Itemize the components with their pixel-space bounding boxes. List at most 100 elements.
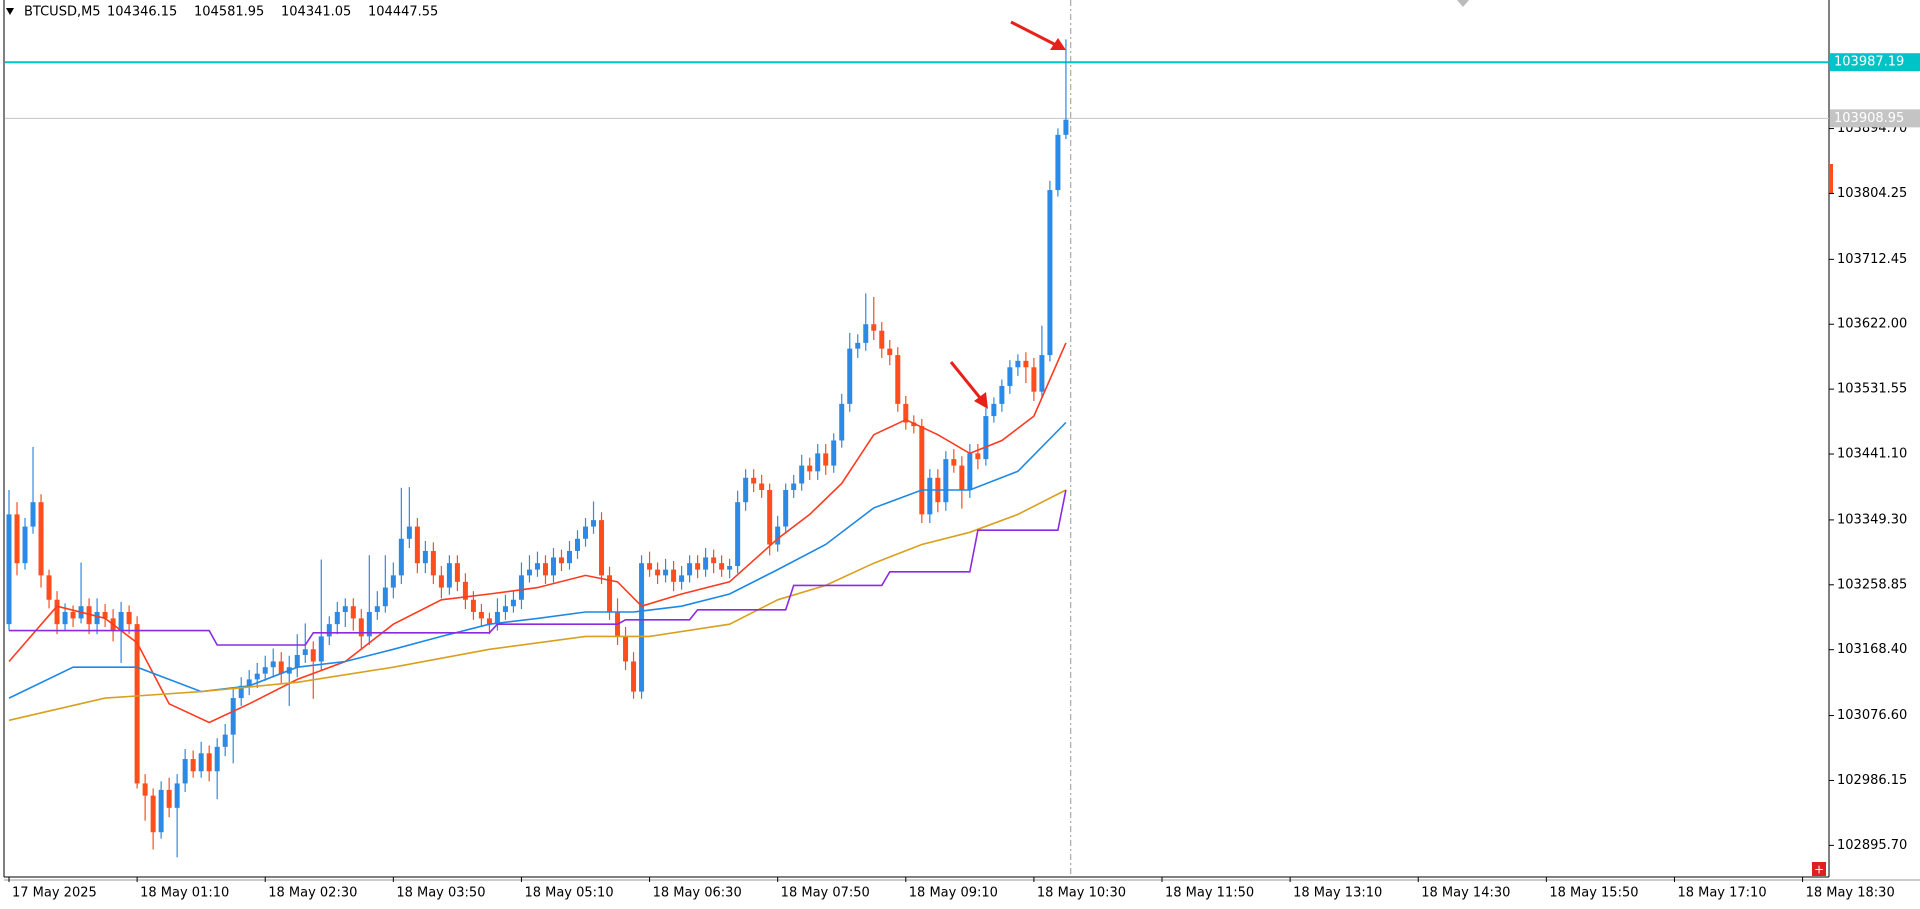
candle-body	[30, 502, 36, 527]
candle-body	[486, 618, 492, 625]
x-tick-label: 18 May 10:30	[1037, 886, 1126, 901]
x-tick-label: 18 May 07:50	[781, 886, 870, 901]
candle-body	[526, 569, 532, 576]
candle-body	[975, 453, 981, 460]
candle-body	[791, 483, 797, 490]
candle-body	[1007, 367, 1013, 386]
candle-body	[751, 477, 757, 484]
candle-body	[575, 538, 581, 551]
candle-body	[262, 667, 268, 674]
candle-body	[687, 563, 693, 576]
candle-body	[438, 575, 444, 588]
price-level-label: 103908.95	[1834, 111, 1904, 126]
candle-body	[94, 611, 100, 625]
candle-body	[246, 679, 252, 686]
x-tick-label: 18 May 01:10	[140, 886, 229, 901]
candle-body	[855, 342, 861, 349]
candle-body	[118, 611, 124, 631]
y-tick-label: 103622.00	[1837, 317, 1907, 332]
candle-body	[639, 563, 645, 692]
candle-body	[815, 453, 821, 472]
candle-body	[679, 575, 685, 582]
candle-body	[14, 514, 20, 564]
plus-button[interactable]	[1812, 862, 1826, 876]
candle-body	[254, 673, 260, 680]
candle-body	[775, 526, 781, 545]
candle-body	[302, 649, 308, 656]
price-level-tag	[1830, 53, 1920, 72]
candle-body	[534, 563, 540, 570]
y-tick-label: 102895.70	[1837, 838, 1907, 853]
candle-body	[142, 783, 148, 796]
y-tick-label: 103531.55	[1837, 382, 1907, 397]
candle-body	[158, 789, 164, 833]
candle-body	[430, 550, 436, 576]
y-tick-label: 103258.85	[1837, 577, 1907, 592]
candle-body	[222, 734, 228, 747]
candle-body	[895, 355, 901, 404]
candle-body	[214, 746, 220, 772]
header-open: 104346.15	[107, 5, 177, 20]
candle-body	[655, 569, 661, 576]
candle-body	[454, 563, 460, 582]
candle-body	[1023, 360, 1029, 368]
candle-body	[631, 661, 637, 692]
candle-body	[671, 569, 677, 582]
candle-body	[951, 459, 957, 466]
y-tick-label: 103804.25	[1837, 186, 1907, 201]
candle-body	[398, 538, 404, 576]
candle-body	[182, 759, 188, 784]
candle-body	[342, 606, 348, 612]
moving-average	[9, 489, 1067, 646]
candle-body	[1047, 190, 1053, 356]
candle-body	[294, 655, 300, 668]
candle-body	[366, 611, 372, 637]
candle-body	[446, 563, 452, 588]
y-tick-label: 103168.40	[1837, 642, 1907, 657]
candle-body	[390, 575, 396, 588]
candle-body	[6, 514, 12, 625]
price-level-tag	[1830, 109, 1920, 128]
candle-body	[1015, 360, 1021, 368]
moving-average	[8, 342, 1067, 724]
candle-body	[583, 526, 589, 539]
candle-body	[494, 611, 500, 625]
candle-body	[326, 624, 332, 637]
x-tick-label: 18 May 13:10	[1293, 886, 1382, 901]
menu-triangle[interactable]	[6, 8, 14, 15]
candle-body	[599, 520, 605, 576]
candle-body	[927, 477, 933, 515]
candle-body	[999, 385, 1005, 404]
candle-body	[735, 502, 741, 567]
candle-body	[743, 477, 749, 503]
candle-body	[382, 587, 388, 607]
candle-body	[150, 795, 156, 833]
candle-body	[558, 557, 564, 564]
candle-body	[126, 611, 132, 625]
candle-body	[22, 526, 28, 564]
candle-body	[1055, 134, 1061, 191]
candle-body	[591, 520, 597, 527]
candle-body	[190, 759, 196, 772]
candle-body	[38, 502, 44, 576]
candle-body	[767, 489, 773, 545]
x-tick-label: 18 May 03:50	[396, 886, 485, 901]
candle-body	[238, 685, 244, 699]
moving-average	[8, 489, 1067, 722]
candle-body	[879, 330, 885, 349]
arrow	[1010, 20, 1066, 50]
candle-body	[1031, 367, 1037, 392]
y-tick-label: 103441.10	[1837, 447, 1907, 462]
candle-body	[991, 403, 997, 417]
candle-body	[358, 618, 364, 637]
header-low: 104341.05	[281, 5, 351, 20]
x-tick-label: 18 May 17:10	[1677, 886, 1766, 901]
candle-body	[350, 606, 356, 619]
candle-body	[623, 636, 629, 662]
candle-body	[470, 599, 476, 612]
candle-body	[414, 526, 420, 564]
shift-marker[interactable]	[1457, 0, 1469, 7]
candle-body	[510, 599, 516, 607]
plus-icon[interactable]: +	[1814, 863, 1824, 877]
